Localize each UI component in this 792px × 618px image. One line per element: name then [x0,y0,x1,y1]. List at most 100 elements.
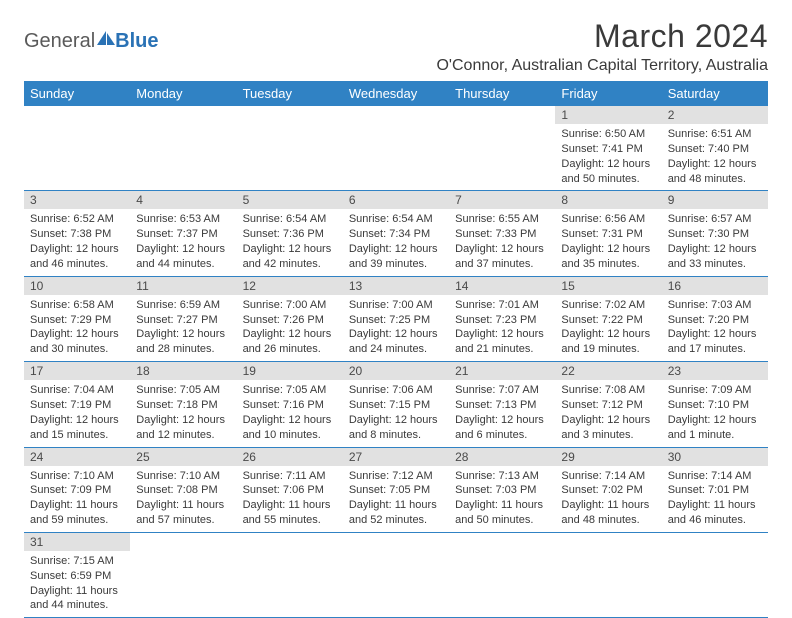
calendar-day-cell: 31Sunrise: 7:15 AMSunset: 6:59 PMDayligh… [24,532,130,617]
day-number: 26 [237,448,343,466]
calendar-day-cell: 4Sunrise: 6:53 AMSunset: 7:37 PMDaylight… [130,191,236,276]
day-data: Sunrise: 6:58 AMSunset: 7:29 PMDaylight:… [24,295,130,361]
day-number: 16 [662,277,768,295]
calendar-row: 3Sunrise: 6:52 AMSunset: 7:38 PMDaylight… [24,191,768,276]
day-number: 12 [237,277,343,295]
calendar-day-cell: 15Sunrise: 7:02 AMSunset: 7:22 PMDayligh… [555,276,661,361]
day-number: 8 [555,191,661,209]
day-data: Sunrise: 7:10 AMSunset: 7:08 PMDaylight:… [130,466,236,532]
day-data: Sunrise: 6:51 AMSunset: 7:40 PMDaylight:… [662,124,768,190]
day-data: Sunrise: 7:07 AMSunset: 7:13 PMDaylight:… [449,380,555,446]
weekday-header: Sunday [24,81,130,106]
calendar-day-cell: 5Sunrise: 6:54 AMSunset: 7:36 PMDaylight… [237,191,343,276]
calendar-row: 31Sunrise: 7:15 AMSunset: 6:59 PMDayligh… [24,532,768,617]
calendar-empty-cell [555,532,661,617]
calendar-empty-cell [237,532,343,617]
weekday-header: Saturday [662,81,768,106]
day-data: Sunrise: 7:06 AMSunset: 7:15 PMDaylight:… [343,380,449,446]
calendar-row: 10Sunrise: 6:58 AMSunset: 7:29 PMDayligh… [24,276,768,361]
day-data: Sunrise: 7:04 AMSunset: 7:19 PMDaylight:… [24,380,130,446]
day-number: 17 [24,362,130,380]
day-data: Sunrise: 7:01 AMSunset: 7:23 PMDaylight:… [449,295,555,361]
header: General Blue March 2024 O'Connor, Austra… [24,18,768,75]
calendar-day-cell: 21Sunrise: 7:07 AMSunset: 7:13 PMDayligh… [449,362,555,447]
day-data: Sunrise: 7:09 AMSunset: 7:10 PMDaylight:… [662,380,768,446]
day-number: 13 [343,277,449,295]
day-number: 7 [449,191,555,209]
day-number: 30 [662,448,768,466]
day-data: Sunrise: 7:05 AMSunset: 7:18 PMDaylight:… [130,380,236,446]
day-number: 14 [449,277,555,295]
calendar-day-cell: 16Sunrise: 7:03 AMSunset: 7:20 PMDayligh… [662,276,768,361]
calendar-day-cell: 12Sunrise: 7:00 AMSunset: 7:26 PMDayligh… [237,276,343,361]
calendar-row: 24Sunrise: 7:10 AMSunset: 7:09 PMDayligh… [24,447,768,532]
calendar-day-cell: 14Sunrise: 7:01 AMSunset: 7:23 PMDayligh… [449,276,555,361]
day-data: Sunrise: 7:03 AMSunset: 7:20 PMDaylight:… [662,295,768,361]
weekday-header: Tuesday [237,81,343,106]
day-number: 23 [662,362,768,380]
calendar-day-cell: 23Sunrise: 7:09 AMSunset: 7:10 PMDayligh… [662,362,768,447]
day-data: Sunrise: 6:54 AMSunset: 7:36 PMDaylight:… [237,209,343,275]
calendar-empty-cell [130,532,236,617]
day-number: 9 [662,191,768,209]
day-number: 20 [343,362,449,380]
calendar-day-cell: 10Sunrise: 6:58 AMSunset: 7:29 PMDayligh… [24,276,130,361]
day-number: 19 [237,362,343,380]
day-number: 11 [130,277,236,295]
day-data: Sunrise: 7:12 AMSunset: 7:05 PMDaylight:… [343,466,449,532]
day-number: 31 [24,533,130,551]
calendar-day-cell: 3Sunrise: 6:52 AMSunset: 7:38 PMDaylight… [24,191,130,276]
day-data: Sunrise: 7:11 AMSunset: 7:06 PMDaylight:… [237,466,343,532]
day-number: 21 [449,362,555,380]
calendar-empty-cell [24,106,130,191]
calendar-empty-cell [130,106,236,191]
calendar-day-cell: 9Sunrise: 6:57 AMSunset: 7:30 PMDaylight… [662,191,768,276]
day-number: 2 [662,106,768,124]
title-block: March 2024 O'Connor, Australian Capital … [436,18,768,75]
calendar-empty-cell [662,532,768,617]
calendar-day-cell: 30Sunrise: 7:14 AMSunset: 7:01 PMDayligh… [662,447,768,532]
calendar-day-cell: 27Sunrise: 7:12 AMSunset: 7:05 PMDayligh… [343,447,449,532]
day-data: Sunrise: 7:02 AMSunset: 7:22 PMDaylight:… [555,295,661,361]
day-data: Sunrise: 7:14 AMSunset: 7:01 PMDaylight:… [662,466,768,532]
calendar-day-cell: 6Sunrise: 6:54 AMSunset: 7:34 PMDaylight… [343,191,449,276]
calendar-body: 1Sunrise: 6:50 AMSunset: 7:41 PMDaylight… [24,106,768,618]
day-data: Sunrise: 6:53 AMSunset: 7:37 PMDaylight:… [130,209,236,275]
day-number: 1 [555,106,661,124]
calendar-day-cell: 2Sunrise: 6:51 AMSunset: 7:40 PMDaylight… [662,106,768,191]
weekday-header-row: SundayMondayTuesdayWednesdayThursdayFrid… [24,81,768,106]
calendar-day-cell: 29Sunrise: 7:14 AMSunset: 7:02 PMDayligh… [555,447,661,532]
calendar-day-cell: 1Sunrise: 6:50 AMSunset: 7:41 PMDaylight… [555,106,661,191]
day-number: 15 [555,277,661,295]
day-data: Sunrise: 6:59 AMSunset: 7:27 PMDaylight:… [130,295,236,361]
day-data: Sunrise: 7:14 AMSunset: 7:02 PMDaylight:… [555,466,661,532]
calendar-day-cell: 17Sunrise: 7:04 AMSunset: 7:19 PMDayligh… [24,362,130,447]
weekday-header: Monday [130,81,236,106]
day-number: 29 [555,448,661,466]
day-data: Sunrise: 7:13 AMSunset: 7:03 PMDaylight:… [449,466,555,532]
calendar-day-cell: 26Sunrise: 7:11 AMSunset: 7:06 PMDayligh… [237,447,343,532]
day-data: Sunrise: 7:15 AMSunset: 6:59 PMDaylight:… [24,551,130,617]
logo: General Blue [24,30,159,53]
logo-sail-icon [97,31,115,45]
day-data: Sunrise: 6:52 AMSunset: 7:38 PMDaylight:… [24,209,130,275]
calendar-row: 17Sunrise: 7:04 AMSunset: 7:19 PMDayligh… [24,362,768,447]
day-data: Sunrise: 7:00 AMSunset: 7:26 PMDaylight:… [237,295,343,361]
calendar-day-cell: 22Sunrise: 7:08 AMSunset: 7:12 PMDayligh… [555,362,661,447]
day-data: Sunrise: 7:08 AMSunset: 7:12 PMDaylight:… [555,380,661,446]
day-data: Sunrise: 7:05 AMSunset: 7:16 PMDaylight:… [237,380,343,446]
calendar-day-cell: 24Sunrise: 7:10 AMSunset: 7:09 PMDayligh… [24,447,130,532]
day-number: 24 [24,448,130,466]
calendar-empty-cell [449,106,555,191]
calendar-day-cell: 18Sunrise: 7:05 AMSunset: 7:18 PMDayligh… [130,362,236,447]
day-data: Sunrise: 7:10 AMSunset: 7:09 PMDaylight:… [24,466,130,532]
calendar-empty-cell [449,532,555,617]
day-number: 10 [24,277,130,295]
day-data: Sunrise: 6:55 AMSunset: 7:33 PMDaylight:… [449,209,555,275]
calendar-row: 1Sunrise: 6:50 AMSunset: 7:41 PMDaylight… [24,106,768,191]
day-number: 6 [343,191,449,209]
day-data: Sunrise: 7:00 AMSunset: 7:25 PMDaylight:… [343,295,449,361]
calendar-day-cell: 20Sunrise: 7:06 AMSunset: 7:15 PMDayligh… [343,362,449,447]
calendar-empty-cell [343,106,449,191]
location-subtitle: O'Connor, Australian Capital Territory, … [436,57,768,75]
